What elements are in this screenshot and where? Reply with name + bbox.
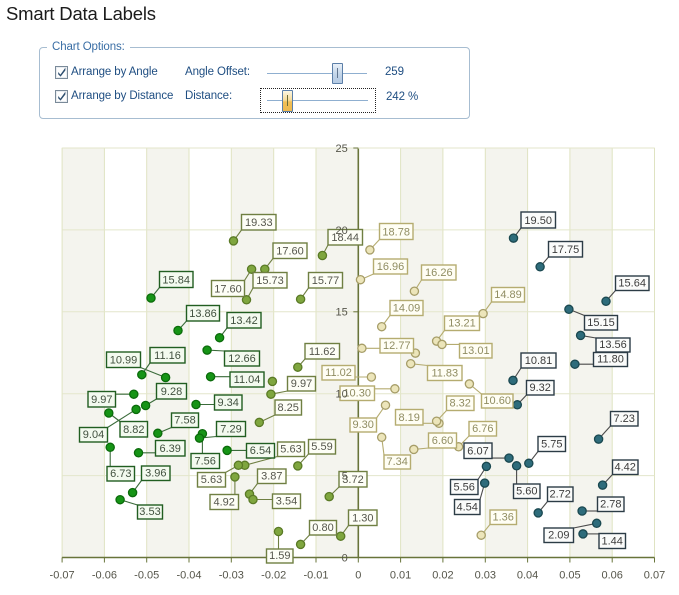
svg-text:15.15: 15.15	[587, 317, 615, 329]
svg-text:16.26: 16.26	[425, 267, 453, 279]
svg-text:9.97: 9.97	[291, 378, 312, 390]
svg-text:5.75: 5.75	[541, 439, 562, 451]
svg-text:12.66: 12.66	[228, 353, 256, 365]
svg-text:15.84: 15.84	[162, 275, 190, 287]
svg-text:14.09: 14.09	[393, 303, 421, 315]
svg-text:-0.03: -0.03	[219, 570, 244, 582]
svg-text:6.60: 6.60	[432, 435, 453, 447]
svg-text:7.23: 7.23	[613, 413, 634, 425]
svg-text:2.78: 2.78	[600, 499, 621, 511]
svg-text:4.92: 4.92	[213, 497, 234, 509]
svg-text:10.81: 10.81	[525, 355, 553, 367]
svg-text:0.04: 0.04	[517, 570, 538, 582]
svg-text:19.33: 19.33	[245, 217, 273, 229]
svg-text:6.39: 6.39	[159, 443, 180, 455]
svg-text:9.28: 9.28	[161, 386, 182, 398]
svg-text:-0.01: -0.01	[303, 570, 328, 582]
svg-text:9.34: 9.34	[217, 397, 238, 409]
svg-text:2.72: 2.72	[549, 489, 570, 501]
svg-text:9.32: 9.32	[529, 382, 550, 394]
svg-text:5.56: 5.56	[453, 482, 474, 494]
svg-text:1.36: 1.36	[492, 512, 513, 524]
svg-text:4.54: 4.54	[456, 502, 477, 514]
svg-text:4.42: 4.42	[614, 462, 635, 474]
svg-text:5.63: 5.63	[201, 474, 222, 486]
svg-text:3.87: 3.87	[261, 471, 282, 483]
svg-text:6.73: 6.73	[110, 468, 131, 480]
svg-text:25: 25	[336, 143, 348, 155]
svg-text:8.82: 8.82	[123, 424, 144, 436]
svg-text:6.54: 6.54	[250, 445, 271, 457]
svg-text:14.89: 14.89	[494, 289, 522, 301]
svg-text:13.42: 13.42	[230, 315, 258, 327]
svg-text:10.60: 10.60	[483, 395, 511, 407]
svg-text:17.60: 17.60	[276, 246, 304, 258]
svg-text:0.07: 0.07	[644, 570, 665, 582]
svg-text:-0.06: -0.06	[92, 570, 117, 582]
svg-text:0: 0	[355, 570, 361, 582]
svg-text:18.44: 18.44	[331, 232, 359, 244]
svg-text:15.73: 15.73	[256, 275, 284, 287]
svg-text:9.30: 9.30	[352, 419, 373, 431]
svg-text:7.29: 7.29	[220, 424, 241, 436]
svg-text:2.09: 2.09	[548, 530, 569, 542]
svg-text:7.58: 7.58	[174, 415, 195, 427]
svg-text:10.30: 10.30	[343, 388, 371, 400]
svg-text:5.60: 5.60	[516, 486, 537, 498]
svg-text:0.05: 0.05	[559, 570, 580, 582]
svg-text:0.02: 0.02	[432, 570, 453, 582]
svg-text:11.04: 11.04	[234, 374, 261, 386]
svg-text:-0.05: -0.05	[134, 570, 159, 582]
svg-text:5.59: 5.59	[311, 441, 332, 453]
svg-text:6.07: 6.07	[467, 446, 488, 458]
svg-text:11.83: 11.83	[431, 368, 458, 380]
svg-text:16.96: 16.96	[377, 261, 405, 273]
svg-text:17.60: 17.60	[214, 284, 242, 296]
svg-text:11.62: 11.62	[309, 346, 336, 358]
svg-text:11.02: 11.02	[325, 367, 352, 379]
svg-text:3.53: 3.53	[139, 506, 160, 518]
svg-text:1.44: 1.44	[601, 536, 622, 548]
svg-text:3.72: 3.72	[342, 474, 363, 486]
svg-text:5.63: 5.63	[280, 444, 301, 456]
svg-text:11.16: 11.16	[154, 350, 181, 362]
svg-text:10.99: 10.99	[110, 355, 138, 367]
svg-text:19.50: 19.50	[524, 215, 552, 227]
svg-text:6.76: 6.76	[472, 423, 493, 435]
svg-text:7.56: 7.56	[194, 456, 215, 468]
svg-text:12.77: 12.77	[383, 340, 411, 352]
svg-text:18.78: 18.78	[382, 227, 410, 239]
svg-text:3.54: 3.54	[276, 496, 297, 508]
svg-text:13.86: 13.86	[189, 308, 217, 320]
svg-text:15: 15	[336, 307, 348, 319]
svg-text:7.34: 7.34	[386, 456, 407, 468]
svg-text:15.77: 15.77	[312, 275, 340, 287]
svg-text:8.25: 8.25	[277, 402, 298, 414]
svg-text:0.06: 0.06	[601, 570, 622, 582]
svg-text:-0.07: -0.07	[50, 570, 75, 582]
svg-text:10: 10	[336, 389, 348, 401]
svg-text:13.56: 13.56	[599, 339, 627, 351]
svg-text:3.96: 3.96	[145, 468, 166, 480]
svg-text:13.01: 13.01	[462, 345, 490, 357]
svg-text:-0.04: -0.04	[176, 570, 201, 582]
svg-text:1.59: 1.59	[269, 550, 290, 562]
svg-text:8.32: 8.32	[449, 398, 470, 410]
svg-text:8.19: 8.19	[398, 412, 419, 424]
svg-text:5: 5	[342, 471, 348, 483]
svg-text:0.80: 0.80	[312, 522, 333, 534]
svg-text:17.75: 17.75	[552, 244, 580, 256]
svg-text:20: 20	[336, 225, 348, 237]
svg-text:9.97: 9.97	[91, 394, 112, 406]
svg-text:0.01: 0.01	[390, 570, 411, 582]
svg-text:13.21: 13.21	[448, 318, 476, 330]
svg-text:0: 0	[342, 552, 348, 564]
svg-text:11.80: 11.80	[597, 354, 624, 366]
svg-text:0.03: 0.03	[475, 570, 496, 582]
svg-text:-0.02: -0.02	[261, 570, 286, 582]
svg-text:15.64: 15.64	[618, 278, 646, 290]
svg-text:1.30: 1.30	[352, 513, 373, 525]
svg-text:9.04: 9.04	[83, 429, 104, 441]
